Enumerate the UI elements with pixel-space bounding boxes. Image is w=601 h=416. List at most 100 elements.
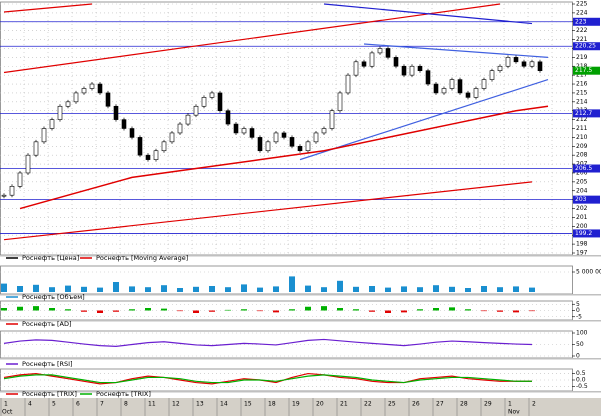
candle — [417, 65, 423, 71]
candle — [89, 83, 95, 89]
bar — [417, 287, 423, 292]
date-label: 1 — [508, 401, 512, 408]
bar — [513, 286, 519, 292]
date-label: 27 — [436, 401, 444, 408]
candle — [145, 154, 151, 160]
candle — [185, 114, 191, 125]
legend-label: Роснефть [Moving Average] — [96, 254, 188, 262]
candle — [425, 70, 431, 85]
candle — [209, 92, 215, 98]
candle — [129, 128, 135, 138]
candle — [73, 92, 79, 103]
candle — [385, 48, 391, 58]
bar — [353, 309, 359, 311]
candle — [497, 65, 503, 71]
bar — [321, 287, 327, 292]
y-tick-label: 197 — [576, 250, 588, 257]
candle — [9, 186, 15, 196]
bar — [273, 310, 279, 313]
panel-separator — [0, 391, 601, 393]
candle — [433, 83, 439, 94]
bar — [497, 287, 503, 292]
bar — [257, 287, 263, 292]
bar — [305, 306, 311, 311]
bar — [337, 308, 343, 311]
y-tick-label: 215 — [576, 89, 588, 96]
candle — [529, 61, 535, 67]
date-label: 18 — [268, 401, 276, 408]
candle — [393, 57, 399, 67]
y-tick-label: 219 — [576, 54, 588, 61]
trend-line — [3, 181, 533, 241]
candle — [153, 150, 159, 160]
candle — [369, 52, 375, 67]
candle — [321, 128, 327, 134]
candle — [441, 88, 447, 94]
date-label: 2 — [532, 401, 536, 408]
candle — [521, 61, 527, 67]
bar — [465, 309, 471, 311]
bar — [17, 286, 23, 292]
date-label: 6 — [76, 401, 80, 408]
y-tick-label: -0.5 — [576, 383, 588, 390]
y-tick-label: 221 — [576, 36, 588, 43]
date-label: 21 — [340, 401, 348, 408]
bar — [17, 306, 23, 311]
panel-separator — [0, 358, 601, 360]
bar — [241, 309, 247, 311]
level-label: 203 — [575, 196, 587, 203]
bar — [1, 308, 7, 311]
candle — [249, 128, 255, 138]
y-tick-label: 210 — [576, 134, 588, 141]
candle — [1, 194, 7, 197]
indicator-line — [3, 338, 533, 347]
legend-label: Роснефть [Объем] — [22, 293, 85, 301]
y-tick-label: 222 — [576, 27, 588, 34]
bar — [385, 287, 391, 292]
y-tick-label: 209 — [576, 143, 588, 150]
trend-line — [299, 79, 549, 161]
y-tick-label: 217 — [576, 72, 588, 79]
bar — [497, 310, 503, 312]
level-box — [573, 229, 600, 238]
candle — [457, 79, 463, 94]
candle — [25, 154, 31, 174]
date-label: 26 — [412, 401, 420, 408]
panel-separator — [0, 320, 601, 322]
y-tick-label: 0.5 — [576, 370, 586, 377]
month-label: Oct — [2, 409, 13, 416]
candle — [161, 141, 167, 152]
candle — [113, 105, 119, 120]
bar — [209, 310, 215, 312]
y-tick-label: 100 — [576, 330, 588, 337]
bar — [113, 282, 119, 292]
candle — [105, 92, 111, 107]
level-label: 199.2 — [575, 230, 592, 237]
candle — [17, 172, 23, 187]
bar — [113, 310, 119, 312]
bar — [401, 310, 407, 313]
date-label: 14 — [220, 401, 228, 408]
y-tick-label: 202 — [576, 205, 588, 212]
date-label: 19 — [292, 401, 300, 408]
level-box — [573, 195, 600, 204]
bar — [513, 310, 519, 313]
candle — [337, 92, 343, 112]
bar — [433, 285, 439, 292]
bar — [385, 310, 391, 313]
candle — [505, 57, 511, 67]
last-price-box — [573, 66, 600, 75]
candle — [33, 141, 39, 156]
candle — [305, 141, 311, 152]
y-tick-label: 198 — [576, 241, 588, 248]
panel-separator — [0, 255, 601, 257]
candle — [57, 105, 63, 120]
date-label: 12 — [172, 401, 180, 408]
candle — [225, 110, 231, 125]
bar — [177, 288, 183, 292]
date-label: 4 — [28, 401, 32, 408]
bar — [145, 287, 151, 292]
legend-label: Роснефть [Цена] — [22, 254, 79, 262]
candle — [81, 88, 87, 94]
candle — [345, 74, 351, 94]
